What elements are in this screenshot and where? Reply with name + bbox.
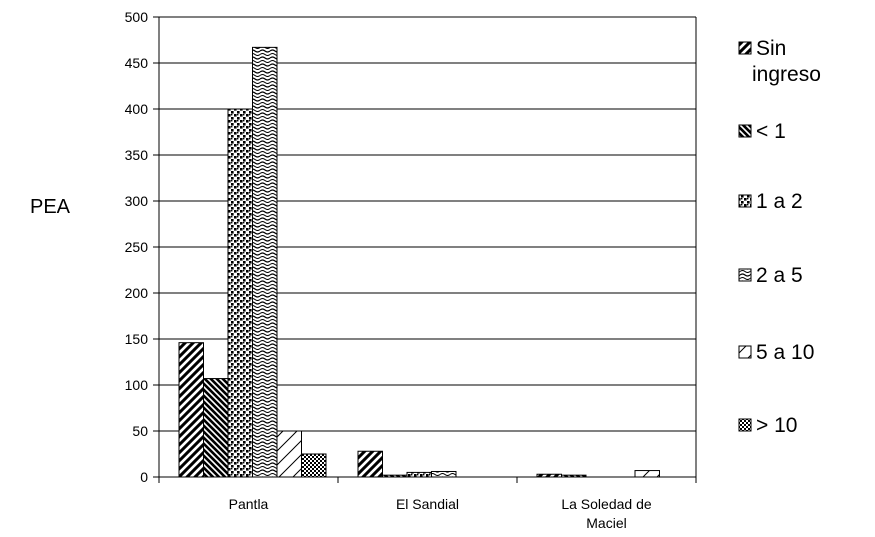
bar bbox=[634, 470, 660, 478]
bar bbox=[301, 453, 327, 478]
legend-label: Sin ingreso bbox=[752, 37, 821, 86]
x-tick-label: La Soledad de Maciel bbox=[561, 496, 652, 531]
legend: Sin ingreso < 1 1 a 2 2 a 5 5 a 10 > 10 bbox=[738, 37, 821, 437]
y-tick-label: 100 bbox=[125, 377, 149, 393]
legend-swatch bbox=[738, 418, 752, 432]
bar bbox=[178, 342, 204, 478]
y-tick-label: 250 bbox=[125, 239, 149, 255]
legend-swatch bbox=[738, 345, 752, 359]
y-tick-label: 400 bbox=[125, 101, 149, 117]
axes bbox=[158, 17, 697, 483]
bar bbox=[431, 470, 457, 478]
legend-label: < 1 bbox=[756, 120, 786, 143]
bar bbox=[203, 378, 229, 478]
legend-swatch bbox=[738, 124, 752, 138]
x-tick-label: El Sandial bbox=[396, 496, 459, 512]
bars bbox=[178, 46, 660, 478]
legend-label: 2 a 5 bbox=[756, 264, 803, 287]
y-tick-label: 450 bbox=[125, 55, 149, 71]
legend-swatch bbox=[738, 194, 752, 208]
y-axis-tick-labels: 0 50 100 150 200 250 300 350 400 450 500 bbox=[125, 9, 149, 485]
y-tick-label: 200 bbox=[125, 285, 149, 301]
y-tick-label: 50 bbox=[132, 423, 148, 439]
bar bbox=[406, 471, 432, 478]
y-tick-label: 500 bbox=[125, 9, 149, 25]
bar bbox=[357, 450, 383, 478]
x-tick-label: Pantla bbox=[229, 496, 269, 512]
bar bbox=[252, 46, 278, 478]
y-tick-label: 0 bbox=[140, 469, 148, 485]
legend-swatch bbox=[738, 268, 752, 282]
legend-swatch bbox=[738, 41, 752, 55]
y-tick-label: 350 bbox=[125, 147, 149, 163]
legend-label: 1 a 2 bbox=[756, 190, 803, 213]
bar bbox=[276, 430, 302, 478]
y-axis-label: PEA bbox=[30, 196, 71, 218]
y-tick-label: 300 bbox=[125, 193, 149, 209]
x-axis-tick-labels: Pantla El Sandial La Soledad de Maciel bbox=[229, 496, 652, 531]
bar bbox=[227, 108, 253, 478]
legend-label: > 10 bbox=[756, 414, 797, 437]
legend-label: 5 a 10 bbox=[756, 341, 814, 364]
y-tick-label: 150 bbox=[125, 331, 149, 347]
